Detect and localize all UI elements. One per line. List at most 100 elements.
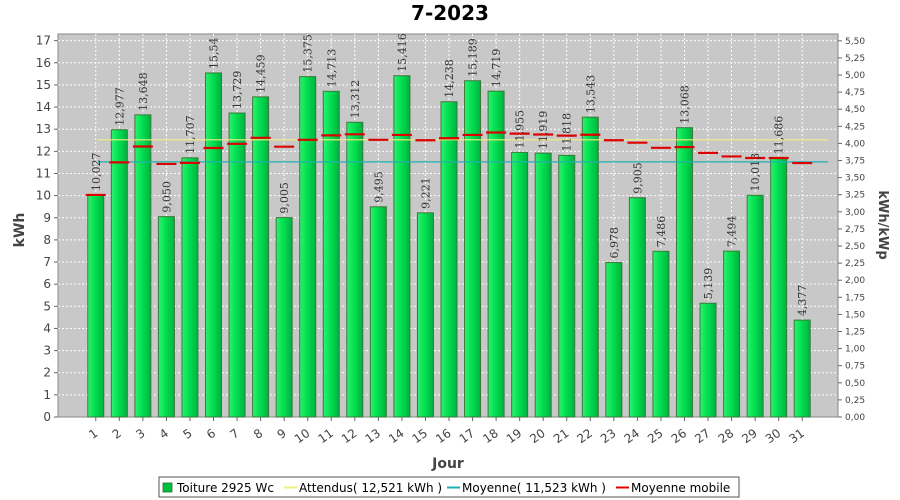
y2-tick-label: 3,25 (845, 191, 865, 201)
x-tick-label: 16 (433, 426, 454, 446)
y-tick-label: 1 (43, 388, 51, 402)
y-tick-label: 15 (36, 78, 51, 92)
bar (181, 157, 199, 418)
bar-label: 4,377 (796, 285, 809, 317)
bar-label: 10,027 (90, 153, 103, 192)
x-tick-label: 12 (339, 426, 360, 446)
bar-label: 14,713 (325, 49, 338, 88)
y2-tick-label: 2,50 (845, 242, 865, 252)
y-tick-label: 4 (43, 321, 51, 335)
bar (770, 157, 788, 418)
x-tick-label: 21 (551, 426, 572, 446)
y-tick-label: 5 (43, 299, 51, 313)
bar (793, 319, 811, 418)
x-tick-label: 14 (386, 426, 407, 446)
x-tick-label: 22 (574, 426, 595, 446)
y-tick-label: 3 (43, 344, 51, 358)
bar (511, 151, 529, 418)
y2-tick-label: 0,75 (845, 362, 865, 372)
x-tick-label: 15 (410, 426, 431, 446)
bar-label: 7,486 (655, 216, 668, 248)
x-tick-label: 18 (480, 426, 501, 446)
y-tick-label: 6 (43, 277, 51, 291)
legend-swatch (162, 482, 173, 493)
y-tick-label: 9 (43, 211, 51, 225)
bar (228, 112, 246, 418)
bar-label: 10,013 (749, 153, 762, 192)
y-tick-label: 8 (43, 233, 51, 247)
y2-tick-label: 3,50 (845, 174, 865, 184)
x-tick-label: 20 (527, 426, 548, 446)
y2-tick-label: 1,25 (845, 328, 865, 338)
moving-average (85, 131, 813, 197)
bar (652, 250, 670, 418)
y-tick-label: 12 (36, 144, 51, 158)
x-tick-label: 3 (133, 426, 147, 442)
legend-label: Moyenne mobile (631, 481, 730, 495)
bar (346, 121, 364, 418)
y2-tick-label: 1,00 (845, 345, 865, 355)
bar-label: 9,221 (419, 177, 432, 209)
bar (675, 127, 693, 418)
x-tick-label: 1 (86, 426, 100, 442)
x-tick-label: 24 (622, 426, 643, 446)
x-tick-label: 4 (157, 426, 171, 442)
bar-label: 9,905 (631, 162, 644, 194)
y2-tick-label: 2,75 (845, 225, 865, 235)
bar-label: 5,139 (702, 268, 715, 300)
y2-tick-label: 5,50 (845, 37, 865, 47)
x-tick-label: 26 (669, 426, 690, 446)
y-tick-label: 0 (43, 410, 51, 424)
x-tick-label: 9 (275, 426, 289, 442)
y2-axis-title: kWh/kWp (875, 190, 890, 259)
bar (723, 250, 741, 418)
bar-label: 12,977 (113, 87, 126, 125)
legend-label: Moyenne( 11,523 kWh ) (462, 481, 606, 495)
bar-label: 15,375 (302, 34, 315, 73)
bar (134, 114, 152, 418)
legend: Toiture 2925 Wc Attendus( 12,521 kWh ) Moy… (158, 476, 740, 498)
chart-title: 7-2023 (411, 1, 489, 25)
bar-label: 11,686 (773, 116, 786, 155)
y2-tick-label: 1,50 (845, 310, 865, 320)
bar (205, 72, 223, 418)
x-tick-label: 10 (292, 426, 313, 446)
bar (369, 206, 387, 418)
bar-label: 11,955 (514, 110, 527, 149)
bar-label: 14,459 (255, 54, 268, 93)
y2-tick-label: 4,75 (845, 88, 865, 98)
y2-tick-label: 4,50 (845, 105, 865, 115)
bar (605, 262, 623, 418)
bar-label: 13,729 (231, 71, 244, 110)
bar (416, 212, 434, 418)
bar-label: 14,238 (443, 59, 456, 98)
x-axis-title: Jour (431, 456, 464, 472)
x-tick-label: 19 (504, 426, 525, 446)
bar-label: 15,189 (467, 38, 480, 77)
y-tick-label: 16 (36, 56, 51, 70)
bar-label: 14,719 (490, 49, 503, 88)
legend-label: Attendus( 12,521 kWh ) (299, 481, 442, 495)
y2-tick-label: 5,00 (845, 71, 865, 81)
reference-lines (98, 139, 828, 163)
x-tick-label: 28 (716, 426, 737, 446)
x-tick-label: 2 (110, 426, 124, 442)
bar (299, 76, 317, 418)
y2-tick-label: 4,25 (845, 122, 865, 132)
bar-label: 15,416 (396, 33, 409, 72)
bar-label: 11,818 (561, 113, 574, 152)
y2-tick-label: 4,00 (845, 139, 865, 149)
y-tick-label: 17 (36, 34, 51, 48)
legend-label: Toiture 2925 Wc (176, 481, 274, 495)
x-tick-label: 5 (180, 426, 194, 442)
x-tick-label: 13 (363, 426, 384, 446)
y2-tick-label: 3,00 (845, 208, 865, 218)
y2-tick-label: 0,50 (845, 379, 865, 389)
bar (275, 217, 293, 418)
y2-tick-label: 1,75 (845, 293, 865, 303)
x-tick-label: 8 (251, 426, 265, 442)
bar-label: 13,312 (349, 80, 362, 119)
y-tick-label: 14 (36, 100, 51, 114)
x-tick-label: 11 (315, 426, 336, 446)
